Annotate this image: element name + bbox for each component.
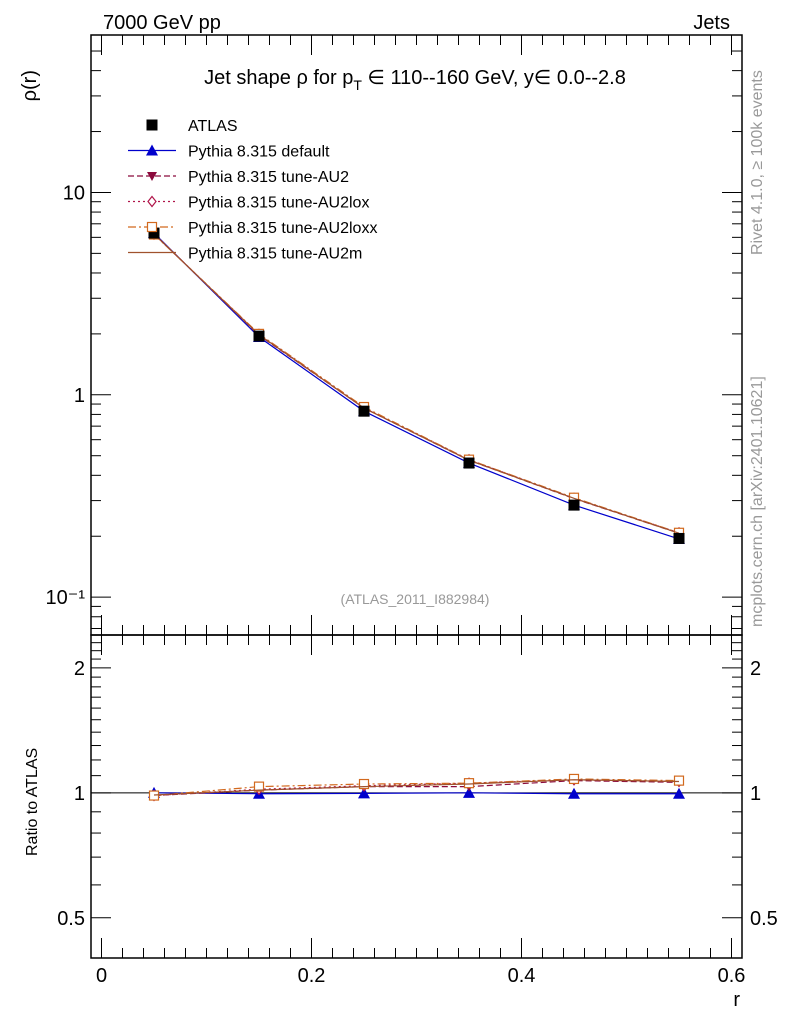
ratio-series-pythia-8-315-tune-au2loxx	[148, 773, 685, 801]
legend-entry-pythia-8-315-tune-au2: Pythia 8.315 tune-AU2	[128, 169, 349, 186]
legend-entry-pythia-8-315-tune-au2m: Pythia 8.315 tune-AU2m	[128, 246, 362, 263]
ratio-line-pythia-8-315-tune-au2loxx	[153, 778, 680, 797]
main-line-pythia-8-315-tune-au2m	[153, 233, 680, 534]
legend-marker-pythia-8-315-default	[146, 144, 158, 156]
main-series-pythia-8-315-tune-au2loxx	[148, 229, 685, 538]
main-series-pythia-8-315-tune-au2lox	[149, 228, 684, 539]
x-tick-label: 0.6	[718, 965, 746, 987]
ratio-series-pythia-8-315-tune-au2m	[153, 779, 680, 796]
legend: ATLAS Pythia 8.315 default Pythia 8.315 tu…	[128, 118, 377, 263]
ratio-y-tick-label-right: 2	[750, 658, 761, 680]
header-collision: 7000 GeV pp	[103, 12, 221, 34]
legend-entry-pythia-8-315-tune-au2loxx: Pythia 8.315 tune-AU2loxx	[128, 220, 377, 237]
main-point-atlas	[148, 227, 160, 239]
analysis-watermark: (ATLAS_2011_I882984)	[341, 591, 490, 607]
ratio-y-tick-label-left: 2	[74, 658, 85, 680]
ratio-point-pythia-8-315-tune-au2loxx	[358, 778, 370, 790]
header-category: Jets	[693, 12, 730, 34]
main-point-atlas	[673, 532, 685, 544]
plot-title-subscript: T	[353, 77, 362, 93]
mcplots-label: mcplots.cern.ch [arXiv:2401.10621]	[749, 376, 766, 627]
rivet-version-label: Rivet 4.1.0, ≥ 100k events	[749, 70, 766, 255]
legend-marker-pythia-8-315-tune-au2loxx	[146, 221, 158, 233]
main-point-atlas	[463, 457, 475, 469]
x-axis-label: r	[733, 989, 740, 1011]
main-series-group	[148, 227, 685, 544]
main-series-atlas	[148, 227, 685, 544]
x-tick-label: 0.2	[298, 965, 326, 987]
ratio-point-pythia-8-315-tune-au2loxx	[463, 778, 475, 789]
main-series-pythia-8-315-tune-au2	[149, 229, 684, 539]
main-line-pythia-8-315-tune-au2	[153, 233, 680, 534]
ratio-point-pythia-8-315-default	[463, 786, 475, 798]
legend-entry-atlas: ATLAS	[146, 118, 238, 135]
main-y-tick-label: 10⁻¹	[46, 587, 86, 609]
legend-marker-atlas	[146, 119, 158, 131]
ratio-line-pythia-8-315-default	[153, 792, 679, 795]
ratio-y-tick-label-left: 0.5	[57, 908, 85, 930]
ratio-y-tick-label-left: 1	[74, 783, 85, 805]
main-y-axis-label: ρ(r)	[19, 70, 41, 101]
ratio-point-pythia-8-315-default	[358, 787, 370, 799]
plot-title: Jet shape ρ for pT ∈ 110--160 GeV, y∈ 0.…	[204, 67, 626, 93]
main-point-atlas	[568, 499, 580, 511]
ratio-series-pythia-8-315-tune-au2lox	[149, 773, 684, 802]
legend-label-pythia-8-315-tune-au2m: Pythia 8.315 tune-AU2m	[188, 246, 362, 263]
legend-marker-pythia-8-315-tune-au2lox	[147, 195, 157, 208]
legend-entry-pythia-8-315-tune-au2lox: Pythia 8.315 tune-AU2lox	[128, 195, 369, 212]
ratio-point-pythia-8-315-tune-au2loxx	[253, 781, 265, 792]
legend-label-atlas: ATLAS	[188, 118, 238, 135]
ratio-point-pythia-8-315-default	[673, 787, 685, 799]
x-tick-label: 0	[96, 965, 107, 987]
legend-entry-pythia-8-315-default: Pythia 8.315 default	[128, 144, 330, 161]
legend-label-pythia-8-315-tune-au2: Pythia 8.315 tune-AU2	[188, 169, 349, 186]
ratio-y-axis-label: Ratio to ATLAS	[24, 748, 41, 856]
ratio-plot-frame	[90, 634, 743, 959]
ratio-axis-ticks: 2 2 1 1 0.5 0.5 0 0.2 0.4 0.6	[57, 635, 778, 987]
ratio-series-group	[148, 773, 685, 802]
main-line-pythia-8-315-tune-au2lox	[153, 233, 680, 534]
ratio-y-tick-label-right: 0.5	[750, 908, 778, 930]
main-series-pythia-8-315-default	[148, 227, 685, 544]
legend-label-pythia-8-315-tune-au2loxx: Pythia 8.315 tune-AU2loxx	[188, 220, 377, 237]
ratio-point-pythia-8-315-tune-au2loxx	[568, 773, 580, 785]
plot-title-main: Jet shape ρ for p	[204, 67, 353, 89]
ratio-line-pythia-8-315-tune-au2m	[153, 779, 680, 796]
main-y-tick-label: 1	[74, 385, 85, 407]
legend-label-pythia-8-315-tune-au2lox: Pythia 8.315 tune-AU2lox	[188, 195, 369, 212]
ratio-y-tick-label-right: 1	[750, 783, 761, 805]
x-tick-label: 0.4	[508, 965, 536, 987]
main-point-atlas	[253, 330, 265, 342]
main-line-pythia-8-315-default	[153, 232, 680, 540]
main-y-tick-label: 10	[63, 182, 85, 204]
main-point-atlas	[358, 405, 370, 417]
ratio-line-pythia-8-315-tune-au2	[153, 780, 680, 797]
plot-title-rest: ∈ 110--160 GeV, y∈ 0.0--2.8	[362, 67, 626, 89]
legend-label-pythia-8-315-default: Pythia 8.315 default	[188, 144, 330, 161]
ratio-point-pythia-8-315-tune-au2loxx	[148, 790, 160, 801]
ratio-point-pythia-8-315-default	[568, 787, 580, 799]
ratio-point-pythia-8-315-tune-au2loxx	[673, 775, 685, 786]
main-axis-ticks: 10 1 10⁻¹	[46, 34, 742, 635]
main-line-pythia-8-315-tune-au2loxx	[153, 234, 680, 534]
main-series-pythia-8-315-tune-au2m	[153, 233, 680, 534]
legend-marker-pythia-8-315-tune-au2	[147, 172, 157, 181]
